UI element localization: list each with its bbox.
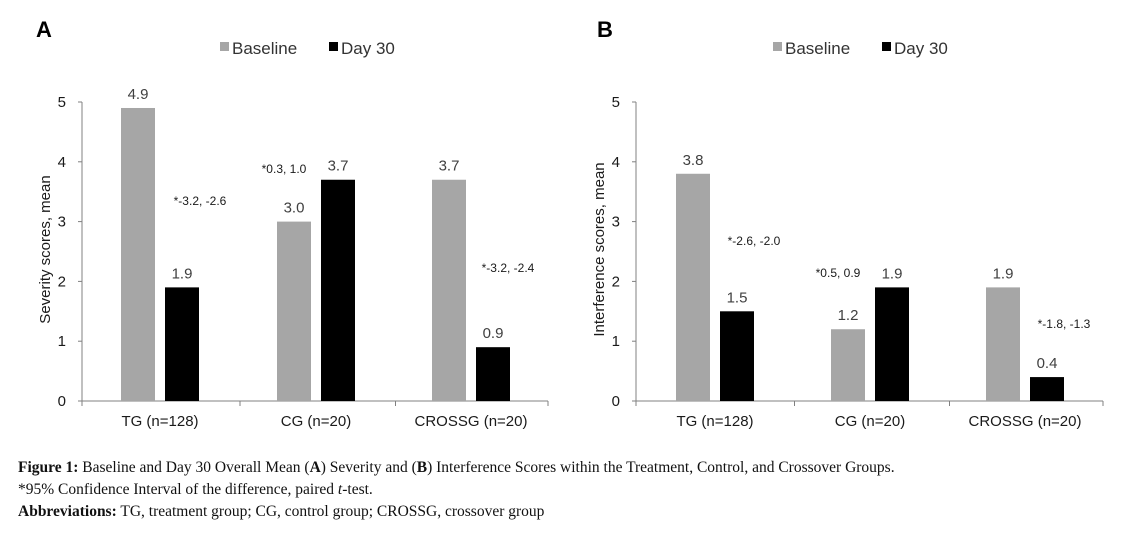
caption-title-segment: B bbox=[416, 459, 428, 476]
caption-line-ci-note: *95% Confidence Interval of the differen… bbox=[18, 479, 1128, 501]
panel-letter: A bbox=[36, 17, 52, 42]
caption-title-segment: A bbox=[309, 459, 321, 476]
figure-caption: Figure 1: Baseline and Day 30 Overall Me… bbox=[18, 457, 1128, 523]
ci-annotation: *-3.2, -2.4 bbox=[482, 261, 535, 275]
bar-baseline-2 bbox=[432, 179, 466, 401]
category-label: TG (n=128) bbox=[121, 413, 198, 430]
value-label-day30: 1.5 bbox=[727, 289, 748, 306]
bar-day30-2 bbox=[476, 347, 510, 401]
caption-line-title: Figure 1: Baseline and Day 30 Overall Me… bbox=[18, 457, 1128, 479]
value-label-baseline: 3.8 bbox=[683, 152, 704, 169]
y-tick-label: 0 bbox=[58, 393, 66, 410]
value-label-baseline: 3.0 bbox=[284, 200, 305, 217]
panel-letter: B bbox=[597, 17, 613, 42]
bar-baseline-0 bbox=[121, 107, 155, 401]
legend-swatch-baseline bbox=[220, 42, 229, 51]
caption-title-segment: ) Severity and ( bbox=[320, 459, 417, 476]
value-label-day30: 3.7 bbox=[328, 158, 349, 175]
bar-day30-1 bbox=[321, 179, 355, 401]
value-label-day30: 1.9 bbox=[172, 265, 193, 282]
ci-annotation: *-3.2, -2.6 bbox=[174, 194, 227, 208]
caption-ci-segment: -test. bbox=[342, 481, 373, 498]
value-label-baseline: 3.7 bbox=[439, 158, 460, 175]
bar-day30-0 bbox=[165, 287, 199, 401]
bar-day30-1 bbox=[875, 287, 909, 401]
value-label-day30: 1.9 bbox=[882, 265, 903, 282]
value-label-baseline: 1.9 bbox=[993, 265, 1014, 282]
caption-title-segment: ) Interference Scores within the Treatme… bbox=[427, 459, 895, 476]
y-tick-label: 1 bbox=[612, 333, 620, 350]
chart-panel-a: A Baseline Day 30 0 1 2 3 4 5 Severity scores, me… bbox=[36, 17, 549, 430]
legend-label-day30: Day 30 bbox=[341, 39, 395, 58]
legend-label-baseline: Baseline bbox=[785, 39, 850, 58]
bar-baseline-0 bbox=[676, 173, 710, 401]
value-label-baseline: 1.2 bbox=[838, 307, 859, 324]
bar-baseline-1 bbox=[277, 221, 311, 401]
category-label: CROSSG (n=20) bbox=[415, 413, 528, 430]
ci-annotation: *0.5, 0.9 bbox=[816, 266, 861, 280]
bar-baseline-1 bbox=[831, 329, 865, 401]
y-tick-label: 1 bbox=[58, 333, 66, 350]
caption-title-segment: Baseline and Day 30 Overall Mean ( bbox=[78, 459, 310, 476]
category-label: CROSSG (n=20) bbox=[969, 413, 1082, 430]
figure: A Baseline Day 30 0 1 2 3 4 5 Severity scores, me… bbox=[36, 17, 1104, 430]
y-tick-label: 3 bbox=[612, 214, 620, 231]
legend-swatch-day30 bbox=[882, 42, 891, 51]
abbreviations-text: TG, treatment group; CG, control group; … bbox=[116, 503, 545, 520]
y-tick-label: 5 bbox=[612, 94, 620, 111]
ci-annotation: *-1.8, -1.3 bbox=[1038, 317, 1091, 331]
bar-baseline-2 bbox=[986, 287, 1020, 401]
chart-panel-b: B Baseline Day 30 0 1 2 3 4 5 Interference scores… bbox=[591, 17, 1104, 430]
caption-ci-segment: t bbox=[337, 481, 343, 498]
y-tick-label: 3 bbox=[58, 214, 66, 231]
legend-swatch-baseline bbox=[773, 42, 782, 51]
y-axis-title: Interference scores, mean bbox=[591, 162, 608, 336]
category-label: CG (n=20) bbox=[835, 413, 905, 430]
value-label-day30: 0.4 bbox=[1037, 355, 1058, 372]
caption-title-segment: Figure 1: bbox=[18, 459, 79, 476]
legend-swatch-day30 bbox=[329, 42, 338, 51]
abbreviations-label: Abbreviations: bbox=[18, 503, 117, 520]
legend-label-day30: Day 30 bbox=[894, 39, 948, 58]
legend-label-baseline: Baseline bbox=[232, 39, 297, 58]
y-tick-label: 2 bbox=[612, 273, 620, 290]
caption-line-abbreviations: Abbreviations: TG, treatment group; CG, … bbox=[18, 501, 1128, 523]
ci-annotation: *-2.6, -2.0 bbox=[728, 234, 781, 248]
y-axis-title: Severity scores, mean bbox=[37, 175, 54, 323]
category-label: CG (n=20) bbox=[281, 413, 351, 430]
y-tick-label: 2 bbox=[58, 273, 66, 290]
value-label-day30: 0.9 bbox=[483, 325, 504, 342]
ci-annotation: *0.3, 1.0 bbox=[262, 162, 307, 176]
category-label: TG (n=128) bbox=[676, 413, 753, 430]
y-tick-label: 5 bbox=[58, 94, 66, 111]
bar-day30-2 bbox=[1030, 377, 1064, 401]
y-tick-label: 0 bbox=[612, 393, 620, 410]
y-tick-label: 4 bbox=[58, 154, 66, 171]
bar-day30-0 bbox=[720, 311, 754, 401]
value-label-baseline: 4.9 bbox=[128, 86, 149, 103]
y-tick-label: 4 bbox=[612, 154, 620, 171]
caption-ci-segment: *95% Confidence Interval of the differen… bbox=[18, 481, 338, 498]
